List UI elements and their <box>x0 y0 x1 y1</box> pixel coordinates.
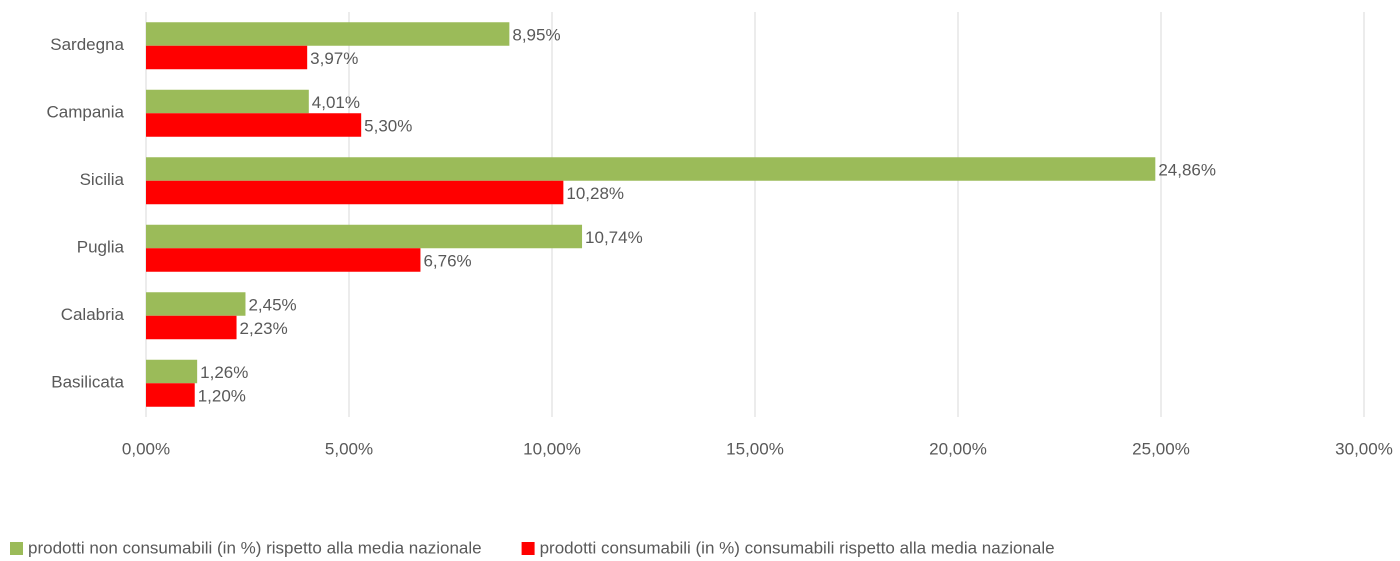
x-tick-label: 20,00% <box>929 439 987 458</box>
legend-swatch <box>521 542 535 555</box>
bar <box>146 224 583 249</box>
data-label: 2,45% <box>248 295 296 314</box>
data-label: 3,97% <box>310 49 358 68</box>
y-tick-label: Sicilia <box>80 170 125 189</box>
data-label: 2,23% <box>240 319 288 338</box>
data-label: 5,30% <box>364 116 412 135</box>
x-tick-label: 5,00% <box>325 439 373 458</box>
y-tick-label: Campania <box>47 103 125 122</box>
x-tick-label: 10,00% <box>523 439 581 458</box>
bar <box>146 292 246 316</box>
y-tick-label: Calabria <box>61 305 125 324</box>
y-tick-label: Basilicata <box>51 373 124 392</box>
bar <box>146 359 198 384</box>
bar <box>146 248 421 272</box>
data-label: 1,26% <box>200 363 248 382</box>
bar <box>146 89 309 114</box>
legend-swatch <box>10 542 23 555</box>
x-tick-label: 30,00% <box>1335 439 1393 458</box>
data-label: 24,86% <box>1158 160 1216 179</box>
data-label: 8,95% <box>512 25 560 44</box>
bar <box>146 157 1156 181</box>
bar <box>146 45 308 70</box>
y-tick-label: Puglia <box>77 238 125 257</box>
data-label: 6,76% <box>423 251 471 270</box>
bar <box>146 315 237 340</box>
x-tick-label: 0,00% <box>122 439 170 458</box>
y-tick-label: Sardegna <box>50 35 124 54</box>
bar <box>146 180 564 205</box>
data-label: 10,74% <box>585 228 643 247</box>
bar <box>146 22 510 46</box>
data-label: 1,20% <box>198 386 246 405</box>
legend-label: prodotti non consumabili (in %) rispetto… <box>28 538 482 557</box>
x-tick-label: 15,00% <box>726 439 784 458</box>
data-label: 4,01% <box>312 93 360 112</box>
bar <box>146 383 195 407</box>
legend-label: prodotti consumabili (in %) consumabili … <box>540 538 1055 557</box>
x-tick-label: 25,00% <box>1132 439 1190 458</box>
bar <box>146 113 362 137</box>
data-label: 10,28% <box>566 184 624 203</box>
